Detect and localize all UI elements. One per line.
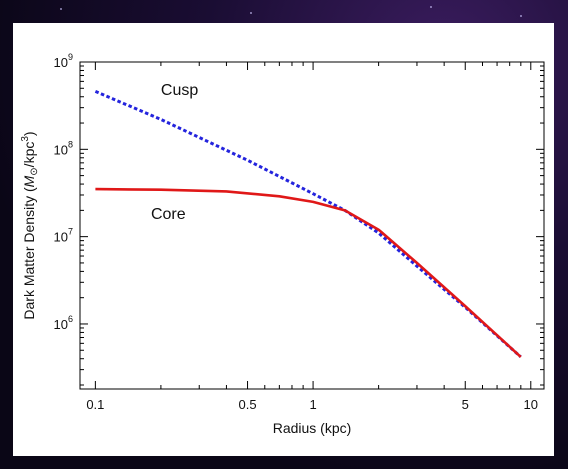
series-line-core	[95, 187, 522, 358]
x-tick-label: 10	[524, 397, 538, 412]
y-tick-label: 107	[54, 227, 73, 245]
x-tick-label: 1	[309, 397, 316, 412]
y-tick-label: 108	[54, 139, 73, 157]
annotation-cusp: Cusp	[161, 82, 198, 99]
annotation-core: Core	[151, 206, 186, 223]
y-axis-label-unit-rest: /kpc	[21, 142, 37, 168]
series-line-cusp	[94, 90, 522, 359]
background-star	[250, 12, 252, 14]
background-star	[520, 15, 522, 17]
y-axis-label-unit-symbol: M	[21, 175, 37, 187]
y-axis-label: Dark Matter Density (M⊙/kpc3)	[20, 131, 40, 319]
y-axis-label-unit-sub: ⊙	[29, 167, 40, 175]
x-tick-label: 5	[462, 397, 469, 412]
y-tick-label: 109	[54, 52, 73, 70]
y-axis-label-unit-exp: 3	[20, 136, 31, 142]
y-axis-label-suffix: )	[21, 131, 37, 136]
x-axis-label: Radius (kpc)	[273, 420, 352, 436]
background-star	[430, 6, 432, 8]
x-tick-label: 0.1	[86, 397, 104, 412]
background-star	[60, 8, 62, 10]
plot-frame	[79, 61, 545, 390]
y-axis-label-prefix: Dark Matter Density (	[21, 187, 37, 320]
y-tick-label: 106	[54, 314, 73, 332]
x-tick-label: 0.5	[238, 397, 256, 412]
chart-svg: 0.1 0.5 1 5 10 106 107 108 109 Cusp Core Radius …	[20, 52, 545, 436]
chart-panel: 0.1 0.5 1 5 10 106 107 108 109 Cusp Core Radius …	[13, 23, 554, 456]
